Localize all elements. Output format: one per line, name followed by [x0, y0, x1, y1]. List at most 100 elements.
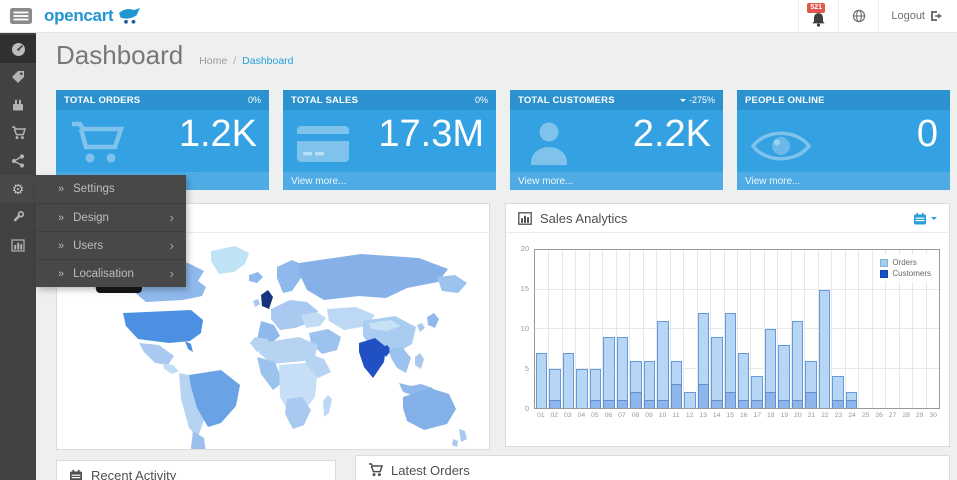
bar-orders-09 — [643, 360, 656, 408]
tile-change-wrap: -275% — [679, 95, 715, 105]
tile-change: -275% — [688, 95, 715, 105]
tile-change: 0% — [474, 95, 488, 105]
cart-icon — [11, 126, 26, 140]
bar-orders-02 — [549, 368, 561, 408]
tile-value: 2.2K — [632, 113, 711, 155]
tile-header: TOTAL SALES 0% — [283, 90, 496, 110]
eye-icon — [750, 131, 812, 161]
menu-notch — [96, 287, 142, 293]
submenu-arrow-icon — [170, 266, 174, 281]
bar-orders-01 — [536, 352, 548, 408]
latest-orders-header: Latest Orders — [356, 456, 949, 480]
tile-change: 0% — [247, 95, 261, 105]
sidebar-item-system[interactable]: ⚙ — [0, 175, 36, 203]
system-submenu: Settings Design Users Localisation — [36, 175, 186, 287]
caret-down-icon — [679, 98, 686, 105]
recent-activity-panel: Recent Activity — [56, 460, 336, 480]
chart-legend: Orders Customers — [876, 254, 935, 282]
stat-tiles: TOTAL ORDERS 0% 1.2K View more... TOTAL … — [56, 90, 950, 190]
opencart-logo[interactable]: opencart — [44, 6, 141, 26]
sidebar-item-extensions[interactable] — [0, 91, 36, 119]
breadcrumb-home[interactable]: Home — [199, 55, 228, 67]
bar-customers-16 — [738, 400, 750, 408]
tile-label: TOTAL CUSTOMERS — [518, 94, 615, 106]
tile-total-orders: TOTAL ORDERS 0% 1.2K View more... — [56, 90, 269, 190]
calendar-icon — [914, 212, 926, 224]
bar-orders-23 — [832, 376, 844, 408]
cart-large-icon — [72, 121, 125, 163]
bar-orders-10 — [657, 321, 669, 408]
menu-item-label: Design — [73, 211, 109, 224]
dashboard-icon — [11, 42, 25, 56]
credit-card-icon — [297, 126, 349, 162]
bar-customers-07 — [616, 400, 629, 408]
panel-title: Latest Orders — [391, 462, 470, 478]
tile-header: PEOPLE ONLINE — [737, 90, 950, 110]
bar-orders-22 — [818, 289, 831, 408]
bar-customers-20 — [791, 400, 804, 408]
tile-value: 0 — [916, 113, 938, 155]
submenu-arrow-icon — [170, 210, 174, 225]
sales-analytics-header: Sales Analytics — [506, 204, 949, 233]
bar-orders-19 — [778, 344, 790, 408]
bar-orders-20 — [791, 321, 804, 408]
map-panel-header — [57, 204, 489, 233]
gear-icon: ⚙ — [11, 181, 25, 197]
menu-item-users[interactable]: Users — [36, 231, 186, 259]
panel-title: Sales Analytics — [540, 210, 628, 226]
top-navbar: opencart 521 — [0, 0, 957, 33]
calendar-icon — [70, 469, 82, 480]
bar-orders-15 — [724, 313, 736, 408]
menu-item-design[interactable]: Design — [36, 203, 186, 231]
chart-y-axis: 0 5 10 15 20 — [520, 244, 529, 413]
sidebar-item-marketing[interactable] — [0, 147, 36, 175]
double-chevron-icon — [58, 240, 73, 252]
latest-orders-panel: Latest Orders — [355, 455, 950, 480]
double-chevron-icon — [58, 212, 73, 224]
sidebar-item-sales[interactable] — [0, 119, 36, 147]
bar-orders-06 — [603, 336, 615, 408]
notifications-button[interactable]: 521 — [798, 0, 838, 32]
bar-customers-21 — [805, 392, 817, 408]
sidebar-item-tools[interactable] — [0, 203, 36, 231]
menu-item-label: Localisation — [73, 267, 134, 280]
logout-label: Logout — [891, 10, 925, 22]
bar-orders-21 — [805, 360, 817, 408]
bar-orders-05 — [589, 368, 602, 408]
menu-item-settings[interactable]: Settings — [36, 175, 186, 203]
menu-item-localisation[interactable]: Localisation — [36, 259, 186, 287]
chart-x-axis: 01 02 03 04 05 06 07 08 09 10 11 12 13 14 15 16 17 18 19 20… — [536, 412, 937, 419]
bar-customers-02 — [549, 400, 561, 408]
date-range-button[interactable] — [913, 212, 937, 225]
logout-button[interactable]: Logout — [878, 0, 957, 32]
sidebar-item-catalog[interactable] — [0, 63, 36, 91]
breadcrumb: Home / Dashboard — [199, 55, 293, 67]
bar-customers-24 — [845, 400, 858, 408]
user-icon — [531, 122, 567, 165]
breadcrumb-separator: / — [233, 55, 237, 67]
tile-people-online: PEOPLE ONLINE 0 View more... — [737, 90, 950, 190]
bar-customers-06 — [603, 400, 615, 408]
opencart-cart-mark-icon — [119, 7, 141, 24]
view-more-link[interactable]: View more... — [737, 172, 950, 190]
submenu-arrow-icon — [170, 238, 174, 253]
view-more-link[interactable]: View more... — [510, 172, 723, 190]
menu-toggle-icon[interactable] — [10, 8, 32, 24]
bar-customers-08 — [630, 392, 642, 408]
menu-item-label: Users — [73, 239, 104, 252]
sidebar-item-reports[interactable] — [0, 231, 36, 259]
bell-icon — [812, 12, 825, 27]
breadcrumb-current[interactable]: Dashboard — [242, 55, 294, 67]
page-title: Dashboard — [56, 40, 184, 70]
bar-customers-10 — [657, 400, 669, 408]
extension-icon — [13, 99, 23, 111]
bar-orders-08 — [630, 360, 642, 408]
bar-customers-11 — [670, 384, 683, 408]
sidebar-item-dashboard[interactable] — [0, 35, 36, 63]
view-more-link[interactable]: View more... — [283, 172, 496, 190]
bar-orders-18 — [764, 329, 777, 408]
logo-text: opencart — [44, 6, 114, 25]
bar-customers-05 — [589, 400, 602, 408]
stores-button[interactable] — [838, 0, 878, 32]
bar-orders-24 — [845, 392, 858, 408]
